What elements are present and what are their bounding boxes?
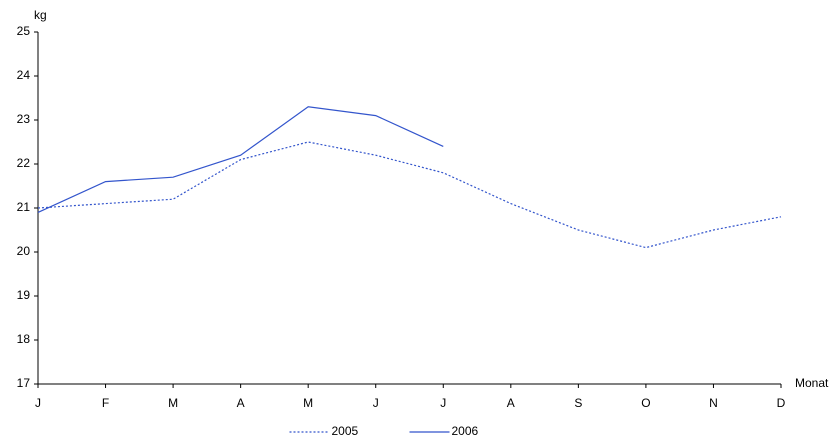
y-tick-label: 22 <box>17 156 31 170</box>
y-tick-label: 24 <box>17 68 31 82</box>
y-tick-label: 23 <box>17 112 31 126</box>
x-tick-label: M <box>303 396 313 410</box>
y-tick-label: 18 <box>17 332 31 346</box>
y-axis-label: kg <box>34 8 47 22</box>
legend-label: 2005 <box>332 424 359 436</box>
x-axis-label: Monat <box>795 376 829 390</box>
y-tick-label: 21 <box>17 200 31 214</box>
x-tick-label: D <box>777 396 786 410</box>
legend-label: 2006 <box>452 424 479 436</box>
x-tick-label: O <box>641 396 650 410</box>
x-tick-label: M <box>168 396 178 410</box>
x-tick-label: J <box>35 396 41 410</box>
x-tick-label: J <box>440 396 446 410</box>
x-tick-label: J <box>373 396 379 410</box>
x-tick-label: A <box>507 396 515 410</box>
y-tick-label: 17 <box>17 376 31 390</box>
x-tick-label: F <box>102 396 109 410</box>
series-line <box>37 106 444 213</box>
y-tick-label: 19 <box>17 288 31 302</box>
y-tick-label: 20 <box>17 244 31 258</box>
x-tick-label: S <box>574 396 582 410</box>
series-line <box>37 141 782 249</box>
y-tick-label: 25 <box>17 24 31 38</box>
x-tick-label: N <box>709 396 718 410</box>
x-tick-label: A <box>237 396 245 410</box>
